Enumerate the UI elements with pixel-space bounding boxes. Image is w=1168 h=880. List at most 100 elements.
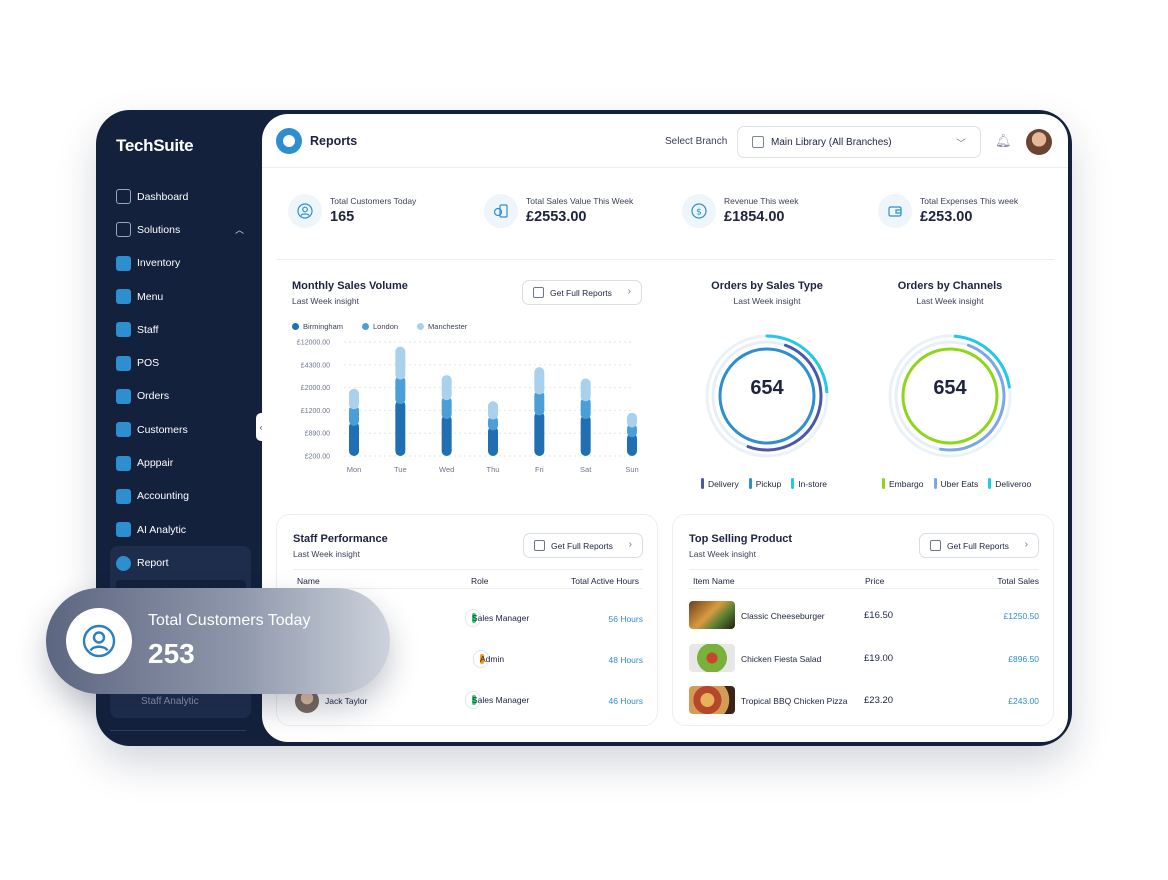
sidebar-item-inventory[interactable]: Inventory xyxy=(110,247,252,280)
product-total-sales: £243.00 xyxy=(1008,696,1039,706)
bar-manchester-sun[interactable] xyxy=(627,412,637,428)
select-branch-label: Select Branch xyxy=(665,136,728,147)
stat-value: £2553.00 xyxy=(526,209,587,225)
orders-channels-title: Orders by Channels xyxy=(897,280,1003,292)
legend-item-deliveroo: Deliveroo xyxy=(988,478,1031,489)
table-row[interactable]: Classic Cheeseburger £16.50 £1250.50 xyxy=(689,601,1039,631)
bar-manchester-wed[interactable] xyxy=(441,375,452,401)
bar-london-sun[interactable] xyxy=(627,423,637,438)
bar-birmingham-tue[interactable] xyxy=(395,400,406,456)
orders-sales-type-total: 654 xyxy=(750,377,784,399)
chevron-up-icon[interactable]: ︿ xyxy=(234,225,244,236)
sales-chart-legend: Birmingham London Manchester xyxy=(292,322,486,331)
table-row[interactable]: n Admin 48 Hours xyxy=(293,646,643,676)
bar-birmingham-sun[interactable] xyxy=(627,433,637,456)
bar-birmingham-fri[interactable] xyxy=(534,411,545,456)
stat-total-sales: Total Sales Value This Week £2553.00 xyxy=(472,194,662,234)
bar-london-mon[interactable] xyxy=(349,405,359,426)
bar-london-sat[interactable] xyxy=(580,397,591,419)
role-badge: Sales Manager xyxy=(465,609,529,627)
donut-arc-pickup xyxy=(718,347,816,445)
product-name: Tropical BBQ Chicken Pizza xyxy=(741,696,848,706)
y-tick-label: £890.00 xyxy=(305,431,330,438)
product-table-header: Item Name Price Total Sales xyxy=(689,569,1039,589)
product-total-sales: £896.50 xyxy=(1008,654,1039,664)
product-card-title: Top Selling Product xyxy=(689,533,793,545)
sidebar-item-dashboard[interactable]: Dashboard xyxy=(110,180,252,213)
sidebar-item-label: Apppair xyxy=(137,457,174,470)
staff-name: Jack Taylor xyxy=(325,696,368,706)
bar-birmingham-sat[interactable] xyxy=(580,414,591,456)
sidebar-item-staff[interactable]: Staff xyxy=(110,313,252,346)
x-tick-label: Thu xyxy=(487,465,500,474)
bar-manchester-sat[interactable] xyxy=(580,378,591,402)
legend-item-pickup: Pickup xyxy=(748,478,781,489)
sidebar-item-report[interactable]: Report xyxy=(110,548,251,578)
bar-manchester-fri[interactable] xyxy=(534,367,545,395)
chevron-right-icon: › xyxy=(627,286,631,297)
avatar[interactable] xyxy=(1026,129,1052,155)
chart-icon xyxy=(534,540,545,551)
grid-icon xyxy=(116,222,131,238)
table-row[interactable]: Tropical BBQ Chicken Pizza £23.20 £243.0… xyxy=(689,686,1039,716)
y-tick-label: £200.00 xyxy=(305,454,330,461)
staff-full-reports-button[interactable]: Get Full Reports › xyxy=(523,533,643,558)
sidebar-nav: Dashboard Solutions ︿ Inventory Menu Sta… xyxy=(110,180,252,546)
bar-manchester-mon[interactable] xyxy=(349,388,359,410)
sidebar-item-customers[interactable]: Customers xyxy=(110,413,252,446)
chevron-right-icon: › xyxy=(628,539,632,550)
sales-full-reports-button[interactable]: Get Full Reports › xyxy=(522,280,642,305)
bar-london-tue[interactable] xyxy=(395,375,406,405)
x-tick-label: Mon xyxy=(347,465,362,474)
bar-london-fri[interactable] xyxy=(534,390,545,416)
legend-swatch xyxy=(988,478,992,489)
ai-icon xyxy=(116,522,131,538)
bar-london-thu[interactable] xyxy=(488,415,498,431)
sidebar-item-ai-analytic[interactable]: AI Analytic xyxy=(110,513,252,546)
branch-select[interactable]: Main Library (All Branches) ﹀ xyxy=(737,126,981,158)
bar-manchester-thu[interactable] xyxy=(488,401,498,420)
floating-total-customers-card: Total Customers Today 253 xyxy=(46,588,390,694)
sidebar-item-apppair[interactable]: Apppair xyxy=(110,446,252,479)
staff-card-title: Staff Performance xyxy=(293,533,388,545)
sidebar-item-accounting[interactable]: Accounting xyxy=(110,480,252,513)
customers-icon xyxy=(116,422,131,438)
collapse-sidebar-handle[interactable]: ‹ xyxy=(256,413,266,441)
sidebar-subitem-staff-analytic[interactable]: Staff Analytic xyxy=(141,696,199,707)
sidebar-item-solutions[interactable]: Solutions ︿ xyxy=(110,213,252,246)
donut-arc-delivery xyxy=(711,340,823,452)
legend-item-embargo: Embargo xyxy=(882,478,924,489)
table-row[interactable]: Sales Manager 56 Hours xyxy=(293,605,643,635)
bar-london-wed[interactable] xyxy=(441,396,452,419)
product-full-reports-button[interactable]: Get Full Reports › xyxy=(919,533,1039,558)
staff-hours: 48 Hours xyxy=(608,655,644,665)
orders-sales-type-subtitle: Last Week insight xyxy=(733,296,801,306)
inventory-icon xyxy=(116,255,131,271)
table-row[interactable]: Chicken Fiesta Salad £19.00 £896.50 xyxy=(689,644,1039,674)
bar-manchester-tue[interactable] xyxy=(395,346,406,380)
sidebar-item-label: Customers xyxy=(137,423,188,436)
product-image xyxy=(689,601,735,629)
staff-hours: 56 Hours xyxy=(608,614,644,624)
sidebar-item-menu[interactable]: Menu xyxy=(110,280,252,313)
column-header-item: Item Name xyxy=(693,576,735,586)
stat-label: Revenue This week xyxy=(724,196,799,206)
orders-sales-type-card: Orders by Sales Type Last Week insight 6… xyxy=(677,280,857,489)
sidebar-item-label: AI Analytic xyxy=(137,523,187,536)
legend-label: Birmingham xyxy=(303,322,344,331)
bar-birmingham-thu[interactable] xyxy=(488,426,498,456)
sidebar-item-label: POS xyxy=(137,357,160,370)
bell-icon[interactable]: 🔔︎ xyxy=(995,133,1012,148)
x-tick-label: Sat xyxy=(580,465,592,474)
bar-birmingham-wed[interactable] xyxy=(441,414,452,456)
role-label: Admin xyxy=(480,654,505,664)
sidebar-item-orders[interactable]: Orders xyxy=(110,380,252,413)
legend-swatch xyxy=(417,323,425,330)
sales-chart-title: Monthly Sales Volume xyxy=(292,280,408,292)
legend-item-manchester: Manchester xyxy=(417,322,467,331)
sidebar-item-pos[interactable]: POS xyxy=(110,346,252,379)
stat-value: £253.00 xyxy=(920,209,973,225)
legend-swatch xyxy=(748,478,752,489)
bar-birmingham-mon[interactable] xyxy=(349,421,359,456)
column-header-role: Role xyxy=(471,576,489,586)
